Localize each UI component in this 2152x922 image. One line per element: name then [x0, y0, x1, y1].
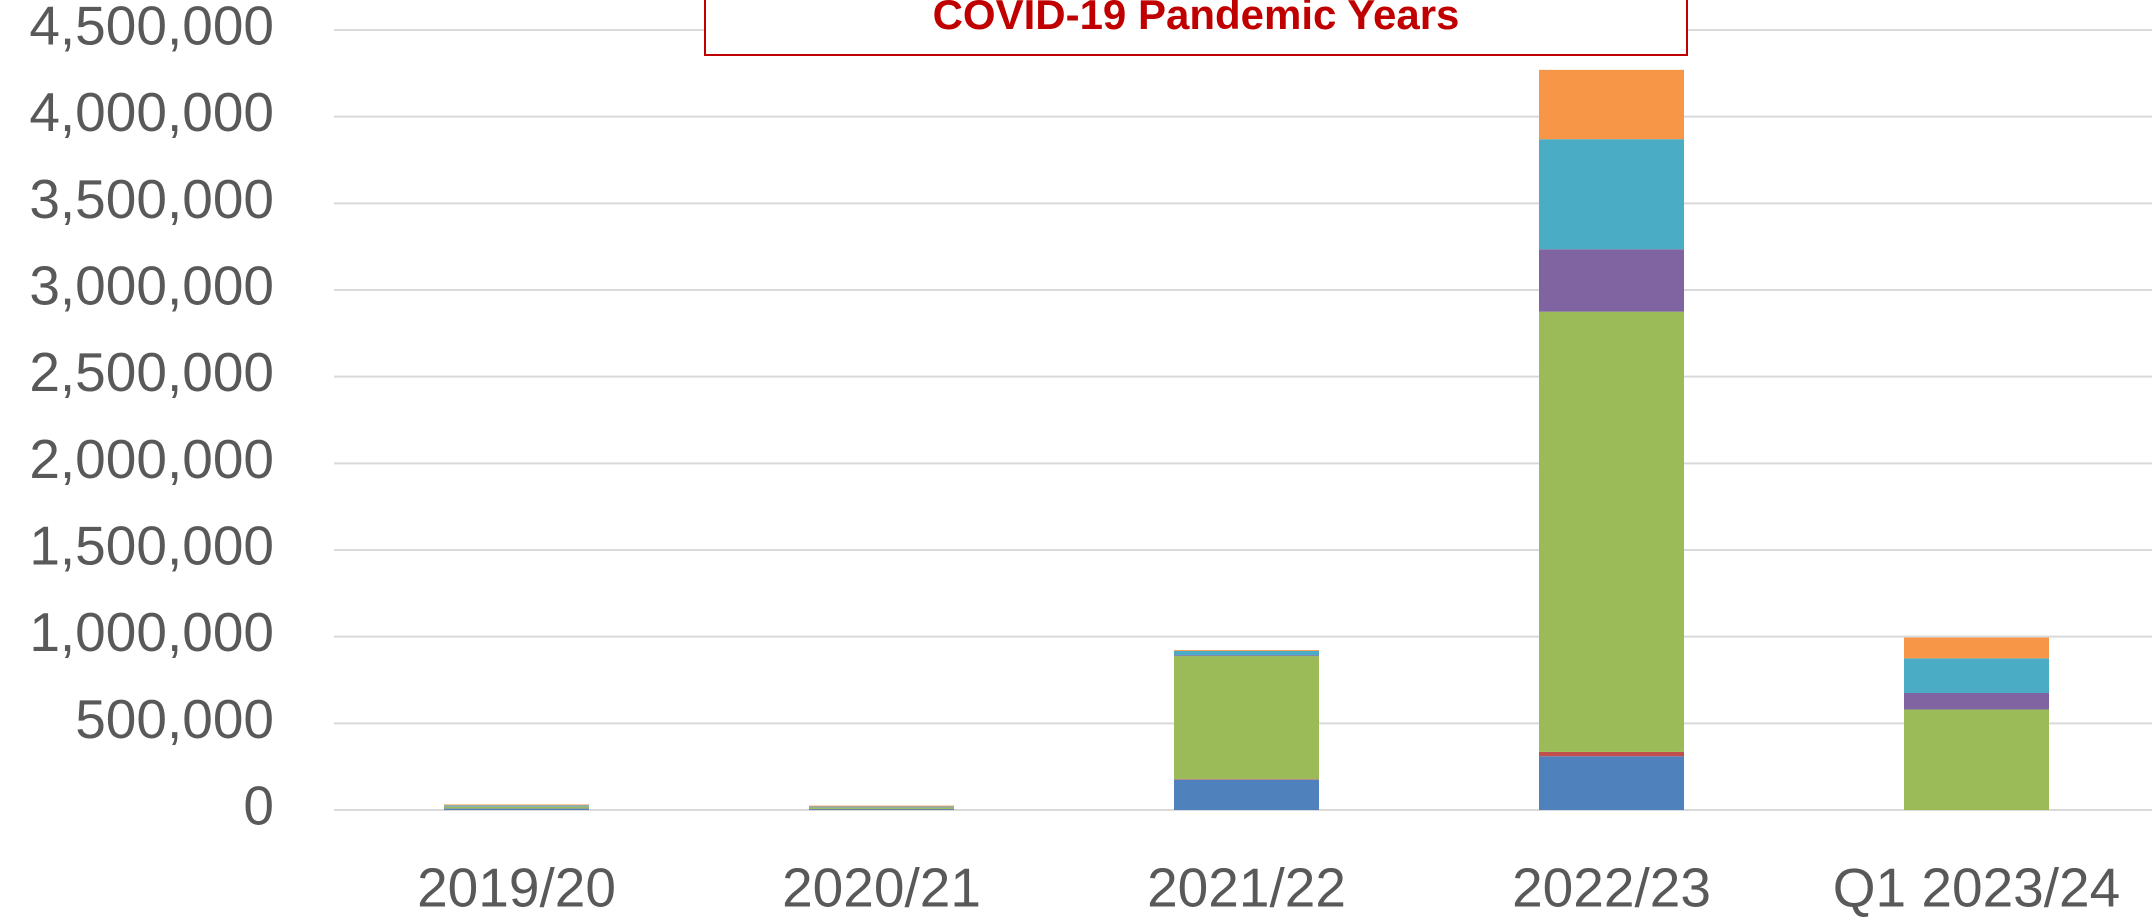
x-tick-label: 2021/22 — [1147, 857, 1346, 919]
y-tick-label: 4,000,000 — [29, 81, 274, 143]
bar-segment — [1539, 756, 1684, 810]
bar-segment — [1174, 656, 1319, 780]
bar-segment — [1539, 311, 1684, 752]
bar-segment — [1904, 637, 2049, 659]
y-tick-label: 0 — [243, 775, 274, 837]
bar-segment — [444, 804, 589, 806]
y-tick-label: 2,000,000 — [29, 428, 274, 490]
bar-segment — [1174, 655, 1319, 657]
y-tick-label: 3,000,000 — [29, 255, 274, 317]
y-tick-label: 2,500,000 — [29, 341, 274, 403]
x-tick-label: Q1 2023/24 — [1833, 857, 2120, 919]
x-tick-label: 2022/23 — [1512, 857, 1711, 919]
annotation-box — [704, 0, 1688, 56]
bar-segment — [1539, 69, 1684, 140]
bar-segment — [1904, 709, 2049, 810]
x-tick-label: 2020/21 — [782, 857, 981, 919]
bar-segment — [1904, 658, 2049, 693]
bar-segment — [1174, 650, 1319, 651]
bar-segment — [1174, 650, 1319, 656]
bar-segment — [809, 806, 954, 808]
bar-segment — [1904, 693, 2049, 710]
bar-segment — [1174, 779, 1319, 780]
bar-segment — [809, 809, 954, 810]
bar-segment — [1539, 139, 1684, 250]
bar-segment — [444, 805, 589, 807]
bar-segment — [1174, 779, 1319, 810]
annotation: COVID-19 Pandemic Years — [933, 0, 1460, 38]
bar-segment — [1539, 751, 1684, 757]
bar-segment — [444, 808, 589, 810]
bar-segment — [809, 805, 954, 807]
y-tick-label: 1,000,000 — [29, 601, 274, 663]
bar-segment — [444, 806, 589, 809]
bar-segment — [1539, 249, 1684, 312]
y-tick-label: 3,500,000 — [29, 168, 274, 230]
x-tick-label: 2019/20 — [417, 857, 616, 919]
bar-segment — [809, 807, 954, 809]
y-tick-label: 1,500,000 — [29, 515, 274, 577]
y-tick-label: 4,500,000 — [29, 0, 274, 57]
y-tick-label: 500,000 — [75, 688, 274, 750]
